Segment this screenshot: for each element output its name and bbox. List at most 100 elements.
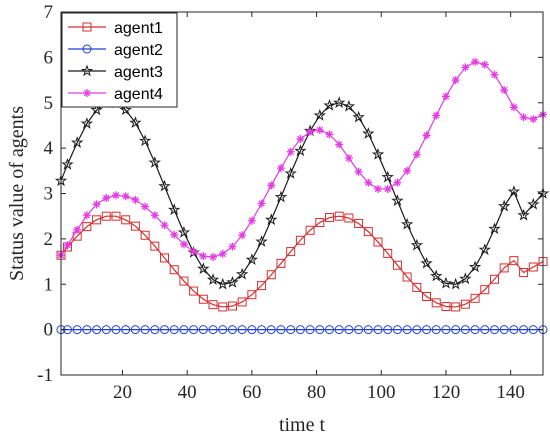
data-point-agent2 bbox=[169, 325, 179, 335]
data-point-agent4 bbox=[500, 86, 509, 95]
data-point-agent3 bbox=[391, 194, 404, 207]
x-tick-label: 60 bbox=[242, 382, 261, 403]
series-line-agent1 bbox=[60, 215, 544, 308]
data-point-agent2 bbox=[305, 325, 315, 335]
data-point-agent1 bbox=[276, 258, 286, 268]
data-point-agent2 bbox=[286, 325, 296, 335]
data-point-agent2 bbox=[460, 325, 470, 335]
data-point-agent3 bbox=[430, 269, 443, 282]
data-point-agent4 bbox=[121, 192, 130, 201]
data-point-agent3 bbox=[439, 276, 453, 289]
data-point-agent2 bbox=[431, 325, 441, 335]
data-point-agent2 bbox=[150, 325, 160, 335]
data-point-agent3 bbox=[138, 134, 152, 147]
data-point-agent4 bbox=[179, 240, 188, 249]
data-point-agent1 bbox=[412, 282, 422, 292]
data-point-agent1 bbox=[470, 293, 480, 303]
data-point-agent4 bbox=[509, 103, 518, 112]
data-point-agent4 bbox=[218, 249, 227, 258]
data-point-agent3 bbox=[400, 217, 414, 230]
data-point-agent3 bbox=[527, 197, 540, 210]
data-point-agent2 bbox=[344, 325, 354, 335]
data-point-agent1 bbox=[227, 301, 237, 311]
data-point-agent3 bbox=[158, 179, 171, 192]
data-point-agent1 bbox=[528, 262, 538, 272]
data-point-agent1 bbox=[257, 281, 267, 291]
data-point-agent1 bbox=[451, 302, 461, 312]
y-tick-label: 6 bbox=[44, 47, 54, 68]
data-point-agent4 bbox=[490, 70, 499, 79]
data-point-agent1 bbox=[460, 299, 470, 309]
data-point-agent4 bbox=[141, 202, 150, 211]
data-point-agent1 bbox=[363, 227, 373, 237]
data-point-agent3 bbox=[497, 199, 511, 212]
data-point-agent2 bbox=[499, 325, 509, 335]
data-point-agent4 bbox=[276, 164, 285, 173]
data-point-agent3 bbox=[129, 116, 142, 128]
legend-label-agent4: agent4 bbox=[114, 86, 163, 103]
data-point-agent4 bbox=[111, 191, 120, 200]
data-point-agent1 bbox=[218, 302, 228, 312]
y-axis-label: Status value of agents bbox=[6, 106, 28, 281]
data-point-agent4 bbox=[131, 195, 140, 204]
data-point-agent2 bbox=[266, 325, 276, 335]
y-tick-label: 1 bbox=[44, 274, 54, 295]
data-point-agent3 bbox=[61, 157, 74, 170]
data-point-agent3 bbox=[70, 136, 84, 148]
data-point-agent4 bbox=[403, 166, 412, 175]
legend: agent1 agent2 agent3 agent4 bbox=[61, 12, 178, 108]
data-point-agent1 bbox=[373, 237, 383, 247]
data-point-agent1 bbox=[354, 218, 364, 228]
data-point-agent4 bbox=[344, 154, 353, 163]
data-point-agent4 bbox=[199, 252, 208, 261]
data-point-agent1 bbox=[344, 213, 354, 223]
legend-marker-agent2 bbox=[82, 44, 92, 54]
y-axis-ticks: -1 0 1 2 3 4 5 6 7 bbox=[37, 2, 543, 386]
data-point-agent2 bbox=[189, 325, 199, 335]
data-point-agent4 bbox=[374, 184, 383, 193]
x-axis-ticks: 20 40 60 80 100 120 140 bbox=[113, 12, 525, 403]
data-point-agent4 bbox=[189, 247, 198, 256]
data-point-agent3 bbox=[216, 277, 229, 290]
data-point-agent1 bbox=[305, 225, 315, 235]
data-point-agent4 bbox=[315, 125, 324, 134]
data-point-agent1 bbox=[519, 267, 529, 277]
data-point-agent4 bbox=[92, 200, 101, 209]
data-point-agent2 bbox=[334, 325, 344, 335]
data-point-agent3 bbox=[449, 277, 462, 290]
data-point-agent2 bbox=[392, 325, 402, 335]
data-point-agent3 bbox=[90, 103, 103, 116]
legend-label-agent2: agent2 bbox=[114, 42, 163, 59]
data-point-agent2 bbox=[276, 325, 286, 335]
data-point-agent2 bbox=[140, 325, 150, 335]
data-point-agent1 bbox=[160, 253, 170, 263]
y-tick-label: 2 bbox=[44, 229, 54, 250]
data-point-agent4 bbox=[209, 253, 218, 262]
data-point-agent4 bbox=[383, 184, 392, 193]
series-agent4 bbox=[57, 57, 547, 262]
data-point-agent3 bbox=[323, 98, 336, 111]
data-point-agent1 bbox=[402, 272, 412, 282]
y-tick-label: 0 bbox=[44, 320, 54, 341]
data-point-agent1 bbox=[179, 276, 189, 286]
data-point-agent1 bbox=[189, 286, 199, 296]
legend-box bbox=[61, 12, 178, 108]
legend-marker-agent4 bbox=[83, 89, 91, 97]
y-tick-label: 4 bbox=[44, 138, 54, 159]
data-point-agent3 bbox=[459, 272, 472, 285]
data-point-agent2 bbox=[451, 325, 461, 335]
data-point-agent2 bbox=[72, 325, 82, 335]
data-point-agent1 bbox=[208, 300, 218, 310]
data-point-agent4 bbox=[267, 181, 276, 190]
data-point-agent2 bbox=[237, 325, 247, 335]
data-point-agent4 bbox=[286, 147, 295, 156]
data-point-agent3 bbox=[80, 117, 94, 129]
data-point-agent3 bbox=[362, 127, 375, 139]
data-point-agent3 bbox=[274, 190, 288, 203]
data-point-agent4 bbox=[160, 221, 169, 230]
series-agent1 bbox=[56, 211, 548, 312]
y-tick-label: 5 bbox=[44, 93, 54, 114]
data-point-agent2 bbox=[92, 325, 102, 335]
data-point-agent2 bbox=[363, 325, 373, 335]
data-point-agent2 bbox=[528, 325, 538, 335]
